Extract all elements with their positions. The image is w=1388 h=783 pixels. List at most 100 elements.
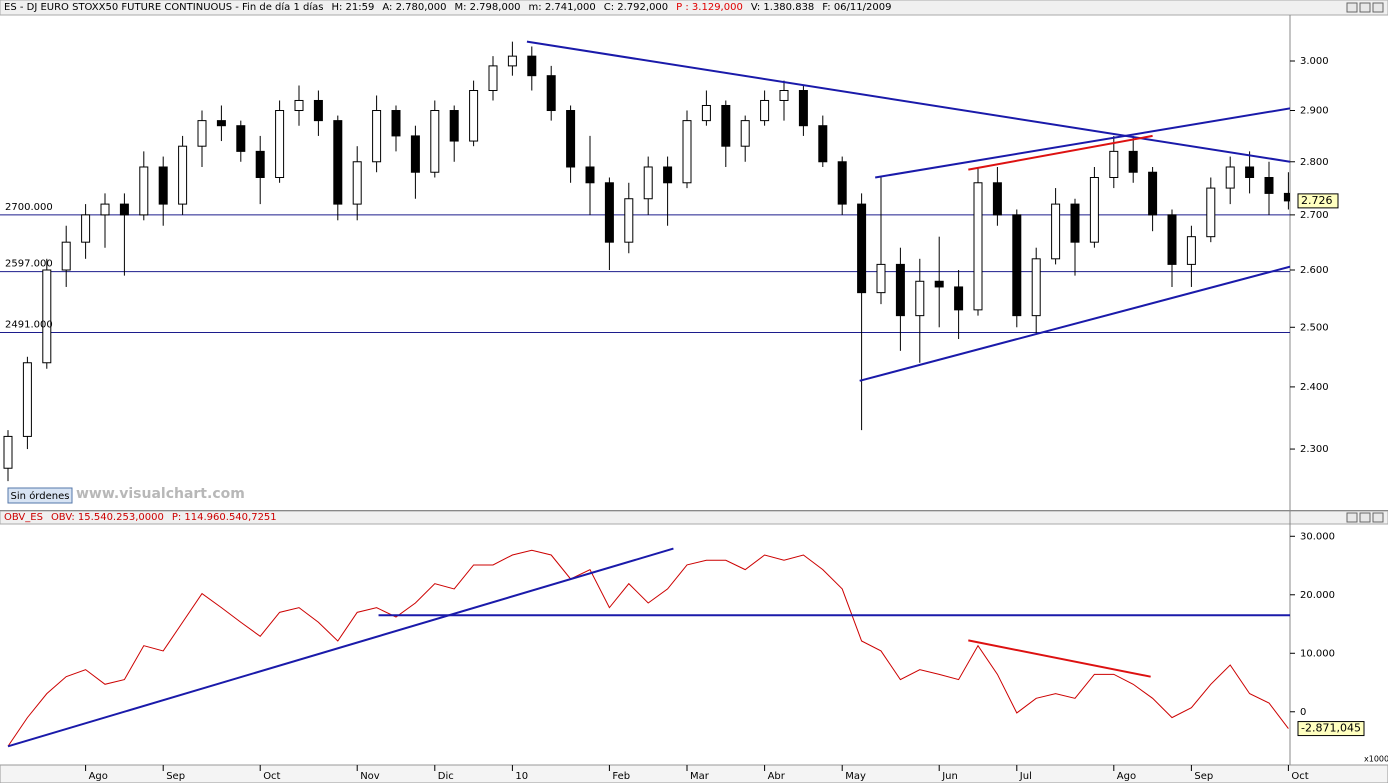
trend-line [968, 134, 1153, 171]
x-tick-label: Abr [768, 771, 786, 782]
header-field: C: 2.792,000 [604, 2, 668, 13]
maximize-button[interactable] [1359, 2, 1371, 13]
y-tick-label: 2.300 [1300, 444, 1329, 455]
candle-body [1109, 150, 1119, 178]
candle-body [119, 203, 129, 216]
minimize-button[interactable] [1346, 2, 1358, 13]
header-field: V: 1.380.838 [751, 2, 814, 13]
candle-body [643, 166, 653, 200]
candle-body [1128, 150, 1138, 173]
candle-body [1089, 176, 1099, 243]
x-tick-label: May [845, 771, 866, 782]
candle-body [973, 182, 983, 311]
candle-body [915, 280, 925, 317]
minimize-button[interactable] [1346, 512, 1358, 523]
last-value-box [1297, 721, 1365, 737]
candle-body [1070, 203, 1080, 243]
candle-body [624, 198, 634, 243]
header-field: m: 2.741,000 [529, 2, 596, 13]
candle-body [1148, 171, 1158, 216]
x-tick-label: 10 [515, 771, 528, 782]
candle-body [1264, 176, 1274, 194]
candle-body [740, 120, 750, 147]
trend-line [859, 265, 1290, 382]
y-tick-label: 20.000 [1300, 590, 1335, 601]
candle-body [216, 120, 226, 127]
candle-body [61, 241, 71, 271]
y-tick-label: 3.000 [1300, 56, 1329, 67]
candle-body [3, 435, 13, 469]
x-tick-label: Ago [89, 771, 108, 782]
y-tick-label: 0 [1300, 707, 1306, 718]
header-field: ES - DJ EURO STOXX50 FUTURE CONTINUOUS -… [4, 1, 323, 13]
close-button[interactable] [1372, 512, 1384, 523]
unit-label: x1000 [1364, 755, 1388, 764]
candle-body [663, 166, 673, 184]
orders-button[interactable] [7, 487, 73, 504]
candle-body [837, 161, 847, 205]
y-tick-label: 30.000 [1300, 531, 1335, 542]
price-plot [0, 40, 1290, 482]
candle-body [22, 362, 32, 437]
level-label: 2700.000 [5, 202, 53, 213]
trend-line [526, 40, 1290, 163]
candle-body [81, 214, 91, 243]
x-tick-label: Ago [1117, 771, 1136, 782]
header-field: P: 114.960.540,7251 [172, 512, 277, 523]
y-tick-label: 2.700 [1300, 210, 1329, 221]
candle-body [682, 120, 692, 184]
candle-body [1167, 214, 1177, 265]
candle-body [488, 65, 498, 92]
candle-body [372, 110, 382, 163]
maximize-button[interactable] [1359, 512, 1371, 523]
candle-body [1225, 166, 1235, 189]
x-tick-label: Sep [1194, 771, 1213, 782]
candle-body [566, 110, 576, 168]
candle-body [1206, 187, 1216, 238]
candle-body [779, 90, 789, 101]
candle-body [895, 263, 905, 317]
x-tick-label: Dic [438, 771, 454, 782]
candle-body [352, 161, 362, 205]
orders-button-label[interactable]: Sin órdenes [11, 490, 70, 502]
candle-body [857, 203, 867, 294]
candle-body [158, 166, 168, 205]
candle-body [139, 166, 149, 216]
candle-body [1031, 258, 1041, 317]
y-tick-label: 2.600 [1300, 265, 1329, 276]
header-field: OBV_ES [4, 512, 43, 523]
candle-body [1012, 214, 1022, 317]
candle-body [255, 150, 265, 178]
trend-line [968, 639, 1151, 678]
x-tick-label: Sep [166, 771, 185, 782]
candle-body [701, 104, 711, 122]
candle-body [507, 55, 517, 67]
candle-body [236, 125, 246, 152]
header-field: M: 2.798,000 [454, 2, 520, 13]
candle-body [100, 203, 110, 216]
level-label: 2491.000 [5, 320, 53, 331]
candle-body [178, 145, 188, 205]
watermark: www.visualchart.com [76, 486, 245, 502]
candle-body [294, 99, 304, 112]
trend-line [875, 107, 1290, 179]
x-tick-label: Feb [612, 771, 630, 782]
x-tick-label: Nov [360, 771, 380, 782]
candle-body [430, 110, 440, 173]
panel-header: OBV_ES OBV: 15.540.253,0000 P: 114.960.540… [4, 512, 277, 523]
window-buttons[interactable] [1346, 2, 1384, 523]
x-tick-label: Oct [1291, 771, 1308, 782]
candle-body [333, 120, 343, 205]
y-tick-label: 10.000 [1300, 648, 1335, 659]
close-button[interactable] [1372, 2, 1384, 13]
candle-body [42, 269, 52, 364]
header-field: H: 21:59 [331, 2, 374, 13]
header-field: F: 06/11/2009 [822, 2, 891, 13]
candle-body [760, 99, 770, 122]
x-tick-label: Jul [1019, 771, 1032, 782]
candle-body [1051, 203, 1061, 260]
header-field: OBV: 15.540.253,0000 [51, 512, 164, 523]
candle-body [585, 166, 595, 184]
